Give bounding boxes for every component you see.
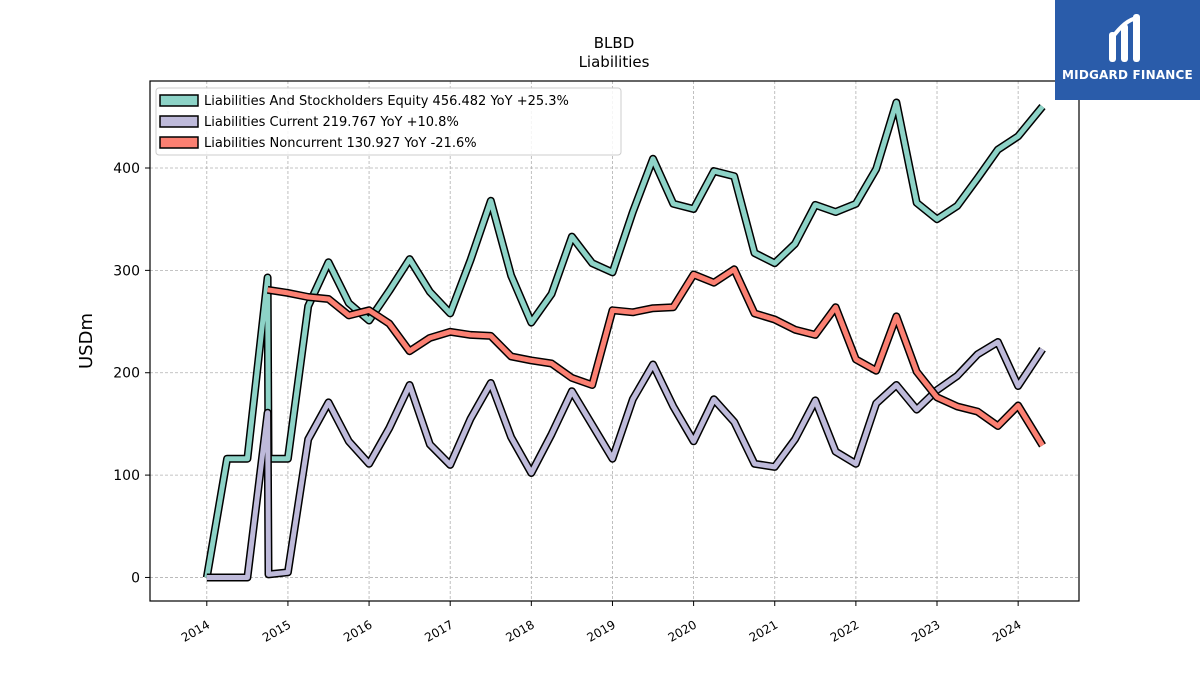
legend-label-1: Liabilities And Stockholders Equity 456.… xyxy=(204,94,569,109)
x-tick-label: 2017 xyxy=(422,617,455,644)
series-line-1 xyxy=(204,100,1045,578)
y-tick-label: 400 xyxy=(113,161,140,177)
x-tick-label: 2016 xyxy=(341,617,374,644)
grid xyxy=(150,81,1079,601)
legend-box xyxy=(155,87,622,156)
brand-name: MIDGARD FINANCE xyxy=(1062,68,1193,82)
brand-logo: MIDGARD FINANCE xyxy=(1055,0,1200,100)
x-tick-label: 2024 xyxy=(990,617,1023,644)
legend-label-3: Liabilities Noncurrent 130.927 YoY -21.6… xyxy=(204,136,477,151)
series-layer xyxy=(202,98,1046,582)
x-tick-label: 2021 xyxy=(747,617,780,644)
x-tick-label: 2018 xyxy=(503,617,536,644)
legend-swatch-3 xyxy=(159,136,199,149)
legend: Liabilities And Stockholders Equity 456.… xyxy=(155,87,622,156)
y-tick-label: 200 xyxy=(113,366,140,382)
y-axis-label: USDm xyxy=(76,313,97,369)
y-axis: 0 100 200 300 400 xyxy=(113,161,150,586)
x-tick-label: 2014 xyxy=(179,617,212,644)
x-axis: 2014 2015 2016 2017 2018 2019 2020 2021 2022 2023… xyxy=(179,601,1024,645)
x-tick-label: 2020 xyxy=(666,617,699,644)
y-tick-label: 300 xyxy=(113,263,140,279)
y-tick-label: 100 xyxy=(113,468,140,484)
plot-frame xyxy=(149,80,1080,602)
legend-swatch-1 xyxy=(159,94,199,107)
chart-title: BLBD xyxy=(594,34,635,52)
midgard-logo-icon xyxy=(1109,14,1140,62)
series-line-2 xyxy=(206,339,1045,580)
x-tick-label: 2023 xyxy=(909,617,942,644)
x-tick-label: 2022 xyxy=(828,617,861,644)
y-tick-label: 0 xyxy=(131,570,140,586)
legend-label-2: Liabilities Current 219.767 YoY +10.8% xyxy=(204,115,459,130)
chart-subtitle: Liabilities xyxy=(579,53,650,71)
x-tick-label: 2015 xyxy=(260,617,293,644)
x-tick-label: 2019 xyxy=(585,617,618,644)
series-line-3 xyxy=(267,266,1045,447)
series-outline-1 xyxy=(202,98,1046,579)
legend-swatch-2 xyxy=(159,115,199,128)
